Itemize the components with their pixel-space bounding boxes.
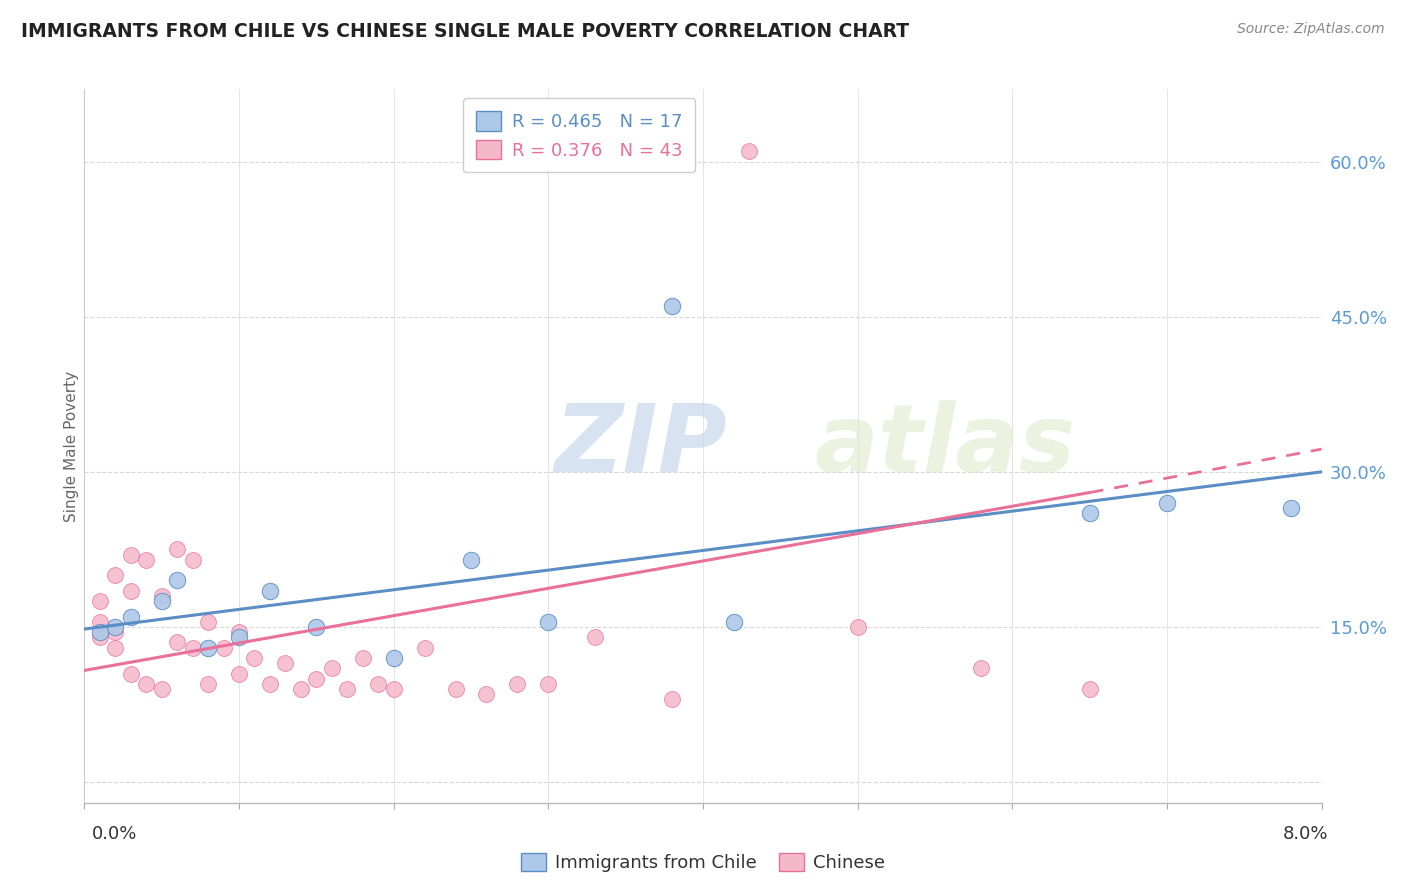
Point [382, 651, 405, 665]
Point [197, 677, 219, 691]
Point [166, 635, 188, 649]
Point [661, 299, 683, 313]
Point [382, 681, 405, 696]
Point [305, 620, 328, 634]
Point [150, 589, 173, 603]
Point [104, 620, 127, 634]
Legend: Immigrants from Chile, Chinese: Immigrants from Chile, Chinese [513, 846, 893, 880]
Point [150, 681, 173, 696]
Point [846, 620, 869, 634]
Point [197, 640, 219, 655]
Text: ZIP: ZIP [554, 400, 727, 492]
Point [89, 625, 111, 640]
Point [460, 553, 482, 567]
Point [506, 677, 529, 691]
Point [135, 677, 157, 691]
Point [197, 615, 219, 629]
Point [120, 666, 142, 681]
Point [444, 681, 467, 696]
Text: IMMIGRANTS FROM CHILE VS CHINESE SINGLE MALE POVERTY CORRELATION CHART: IMMIGRANTS FROM CHILE VS CHINESE SINGLE … [21, 22, 910, 41]
Point [166, 574, 188, 588]
Point [181, 553, 204, 567]
Point [475, 687, 498, 701]
Text: atlas: atlas [814, 400, 1076, 492]
Y-axis label: Single Male Poverty: Single Male Poverty [63, 370, 79, 522]
Point [352, 651, 374, 665]
Point [1078, 506, 1101, 520]
Point [367, 677, 389, 691]
Point [212, 640, 235, 655]
Point [583, 630, 606, 644]
Point [305, 672, 328, 686]
Point [537, 615, 560, 629]
Text: Source: ZipAtlas.com: Source: ZipAtlas.com [1237, 22, 1385, 37]
Text: 0.0%: 0.0% [91, 825, 136, 843]
Point [89, 630, 111, 644]
Point [104, 640, 127, 655]
Point [89, 615, 111, 629]
Text: 8.0%: 8.0% [1284, 825, 1329, 843]
Point [243, 651, 266, 665]
Point [274, 656, 297, 670]
Point [290, 681, 312, 696]
Point [181, 640, 204, 655]
Point [228, 630, 250, 644]
Point [723, 615, 745, 629]
Point [537, 677, 560, 691]
Point [970, 661, 993, 675]
Point [1279, 501, 1302, 516]
Point [89, 594, 111, 608]
Point [661, 692, 683, 706]
Point [135, 553, 157, 567]
Point [150, 594, 173, 608]
Point [259, 583, 281, 598]
Point [228, 625, 250, 640]
Point [120, 548, 142, 562]
Point [104, 625, 127, 640]
Point [738, 145, 761, 159]
Point [321, 661, 343, 675]
Point [228, 666, 250, 681]
Point [104, 568, 127, 582]
Point [336, 681, 359, 696]
Point [413, 640, 436, 655]
Point [120, 583, 142, 598]
Point [1078, 681, 1101, 696]
Point [259, 677, 281, 691]
Point [1156, 496, 1178, 510]
Point [166, 542, 188, 557]
Point [120, 609, 142, 624]
